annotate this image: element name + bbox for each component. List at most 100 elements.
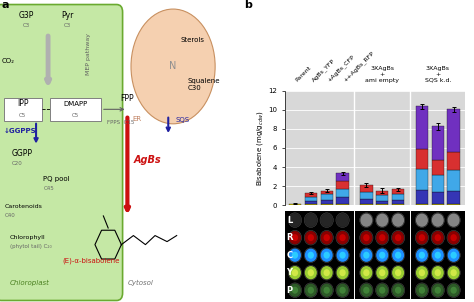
Text: C: C — [286, 251, 292, 260]
Circle shape — [376, 249, 388, 262]
Bar — [447, 109, 460, 152]
Circle shape — [360, 249, 373, 262]
Bar — [416, 190, 428, 204]
Text: MEP pathway: MEP pathway — [86, 33, 91, 76]
Text: 3XAgBs
+
SQS k.d.: 3XAgBs + SQS k.d. — [425, 66, 451, 83]
Circle shape — [288, 283, 301, 297]
Circle shape — [431, 248, 445, 262]
Text: P: P — [286, 286, 292, 295]
Circle shape — [435, 269, 441, 276]
Circle shape — [415, 213, 428, 227]
Circle shape — [305, 249, 317, 262]
Circle shape — [395, 234, 401, 241]
Circle shape — [416, 284, 428, 297]
Circle shape — [360, 214, 373, 227]
Bar — [432, 192, 444, 204]
Circle shape — [416, 249, 428, 262]
Circle shape — [360, 230, 373, 245]
FancyBboxPatch shape — [50, 98, 101, 121]
Circle shape — [336, 213, 349, 227]
Bar — [392, 204, 404, 205]
Circle shape — [392, 284, 404, 297]
Circle shape — [379, 252, 385, 259]
Circle shape — [376, 231, 388, 244]
Circle shape — [320, 265, 333, 280]
Circle shape — [288, 213, 301, 227]
Circle shape — [435, 252, 441, 259]
Text: Pyr: Pyr — [61, 11, 73, 20]
Circle shape — [415, 230, 428, 245]
Circle shape — [292, 252, 298, 259]
Circle shape — [308, 252, 314, 259]
Circle shape — [320, 214, 333, 227]
Text: ↓GGPPS: ↓GGPPS — [4, 128, 36, 134]
Bar — [305, 204, 317, 205]
Text: ++AgBs_RFP: ++AgBs_RFP — [343, 50, 375, 83]
FancyBboxPatch shape — [0, 5, 123, 300]
Bar — [447, 204, 460, 205]
Circle shape — [447, 266, 460, 279]
Bar — [360, 199, 373, 204]
Circle shape — [392, 265, 405, 280]
Circle shape — [336, 283, 349, 297]
Circle shape — [363, 269, 370, 276]
Text: AgBs: AgBs — [133, 155, 161, 165]
Circle shape — [363, 287, 370, 294]
Circle shape — [292, 234, 298, 241]
Circle shape — [288, 265, 301, 280]
Circle shape — [450, 234, 457, 241]
Circle shape — [320, 284, 333, 297]
Text: 3XAgBs
+
ami empty: 3XAgBs + ami empty — [365, 66, 399, 83]
Circle shape — [419, 252, 425, 259]
Circle shape — [392, 283, 405, 297]
Circle shape — [360, 265, 373, 280]
Circle shape — [292, 269, 298, 276]
Circle shape — [419, 234, 425, 241]
Circle shape — [324, 252, 330, 259]
Text: Cytosol: Cytosol — [128, 280, 153, 286]
Circle shape — [379, 287, 385, 294]
Bar — [305, 201, 317, 204]
FancyBboxPatch shape — [4, 98, 42, 121]
Bar — [376, 195, 388, 201]
Circle shape — [339, 234, 346, 241]
Text: FPP: FPP — [120, 94, 134, 103]
Text: Chloroplast: Chloroplast — [9, 280, 49, 286]
Circle shape — [336, 265, 349, 280]
Text: (E)-α-bisabolene: (E)-α-bisabolene — [63, 258, 120, 264]
Bar — [320, 200, 333, 204]
Circle shape — [447, 213, 460, 227]
Bar — [416, 149, 428, 169]
Text: CO₂: CO₂ — [2, 58, 15, 64]
Text: AgBs_YFP: AgBs_YFP — [311, 58, 336, 83]
Circle shape — [376, 266, 388, 279]
Circle shape — [447, 265, 460, 280]
Text: C5: C5 — [72, 113, 79, 118]
Circle shape — [432, 231, 444, 244]
Circle shape — [415, 283, 428, 297]
Circle shape — [435, 287, 441, 294]
Circle shape — [392, 266, 404, 279]
Text: SQS: SQS — [175, 117, 190, 123]
Circle shape — [376, 284, 388, 297]
Circle shape — [320, 231, 333, 244]
Bar — [392, 200, 404, 204]
Text: DMAPP: DMAPP — [64, 101, 88, 107]
Circle shape — [392, 213, 405, 227]
Circle shape — [289, 284, 301, 297]
Circle shape — [360, 283, 373, 297]
Bar — [432, 160, 444, 175]
Text: C3: C3 — [64, 23, 71, 28]
Circle shape — [304, 265, 318, 280]
Circle shape — [336, 248, 349, 262]
Circle shape — [324, 234, 330, 241]
Circle shape — [339, 287, 346, 294]
Bar — [305, 197, 317, 201]
Bar — [337, 189, 349, 197]
Circle shape — [360, 284, 373, 297]
Circle shape — [375, 213, 389, 227]
Text: C20: C20 — [12, 161, 23, 165]
Circle shape — [305, 214, 317, 227]
Circle shape — [375, 265, 389, 280]
Bar — [320, 191, 333, 194]
